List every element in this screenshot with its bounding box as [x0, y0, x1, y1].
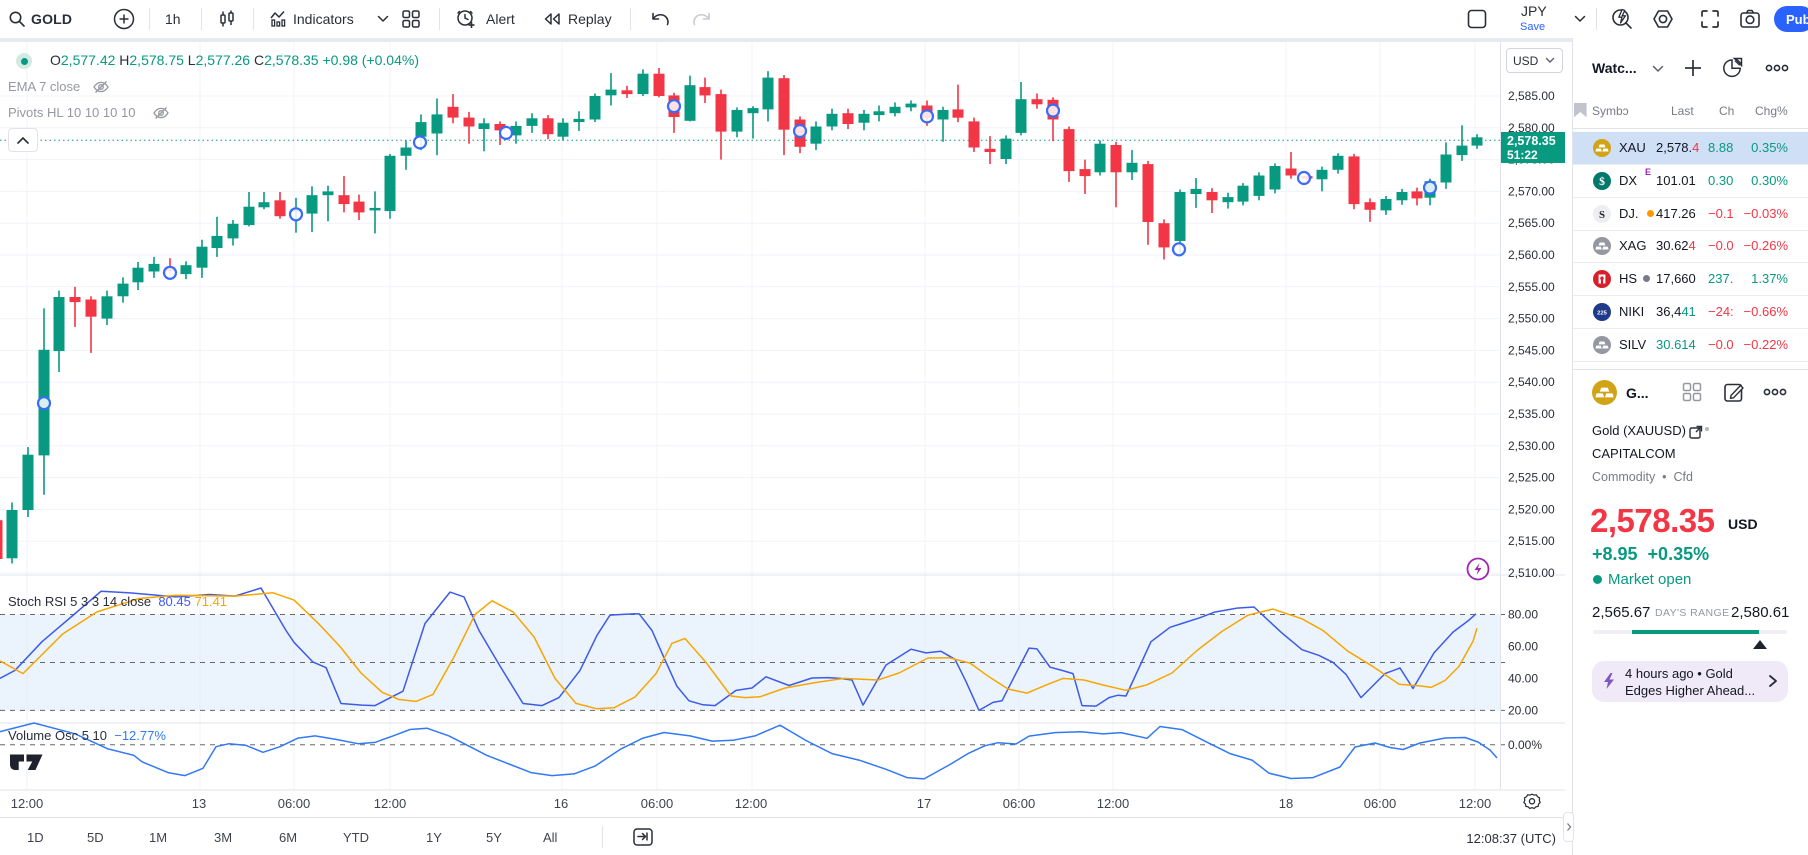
svg-text:06:00: 06:00: [641, 796, 674, 811]
svg-text:2,560.00: 2,560.00: [1508, 248, 1555, 262]
svg-text:06:00: 06:00: [1003, 796, 1036, 811]
svg-text:12:00: 12:00: [1459, 796, 1492, 811]
svg-text:$: $: [1599, 175, 1605, 188]
svg-text:06:00: 06:00: [1364, 796, 1397, 811]
svg-text:12:00: 12:00: [11, 796, 44, 811]
svg-text:S: S: [1599, 209, 1605, 221]
svg-text:13: 13: [192, 796, 206, 811]
svg-text:17: 17: [917, 796, 931, 811]
svg-text:0.00%: 0.00%: [1508, 738, 1542, 752]
svg-text:2,585.00: 2,585.00: [1508, 89, 1555, 103]
svg-text:51:22: 51:22: [1507, 148, 1538, 162]
svg-text:2,565.00: 2,565.00: [1508, 216, 1555, 230]
svg-text:2,540.00: 2,540.00: [1508, 375, 1555, 389]
svg-text:12:00: 12:00: [735, 796, 768, 811]
svg-text:20.00: 20.00: [1508, 703, 1538, 717]
svg-text:2,525.00: 2,525.00: [1508, 471, 1555, 485]
svg-text:2,515.00: 2,515.00: [1508, 534, 1555, 548]
svg-text:2,545.00: 2,545.00: [1508, 343, 1555, 357]
svg-text:06:00: 06:00: [278, 796, 311, 811]
svg-text:2,555.00: 2,555.00: [1508, 280, 1555, 294]
svg-text:225: 225: [1597, 311, 1608, 317]
svg-text:2,530.00: 2,530.00: [1508, 439, 1555, 453]
svg-text:16: 16: [554, 796, 568, 811]
svg-text:40.00: 40.00: [1508, 671, 1538, 685]
svg-text:18: 18: [1279, 796, 1293, 811]
svg-text:2,578.35: 2,578.35: [1507, 134, 1556, 148]
svg-text:60.00: 60.00: [1508, 640, 1538, 654]
svg-text:12:00: 12:00: [374, 796, 407, 811]
svg-text:80.00: 80.00: [1508, 608, 1538, 622]
svg-text:2,520.00: 2,520.00: [1508, 502, 1555, 516]
svg-text:2,535.00: 2,535.00: [1508, 407, 1555, 421]
svg-text:2,570.00: 2,570.00: [1508, 184, 1555, 198]
svg-text:2,510.00: 2,510.00: [1508, 566, 1555, 580]
svg-text:2,580.00: 2,580.00: [1508, 121, 1555, 135]
svg-text:2,550.00: 2,550.00: [1508, 312, 1555, 326]
svg-text:12:00: 12:00: [1097, 796, 1130, 811]
